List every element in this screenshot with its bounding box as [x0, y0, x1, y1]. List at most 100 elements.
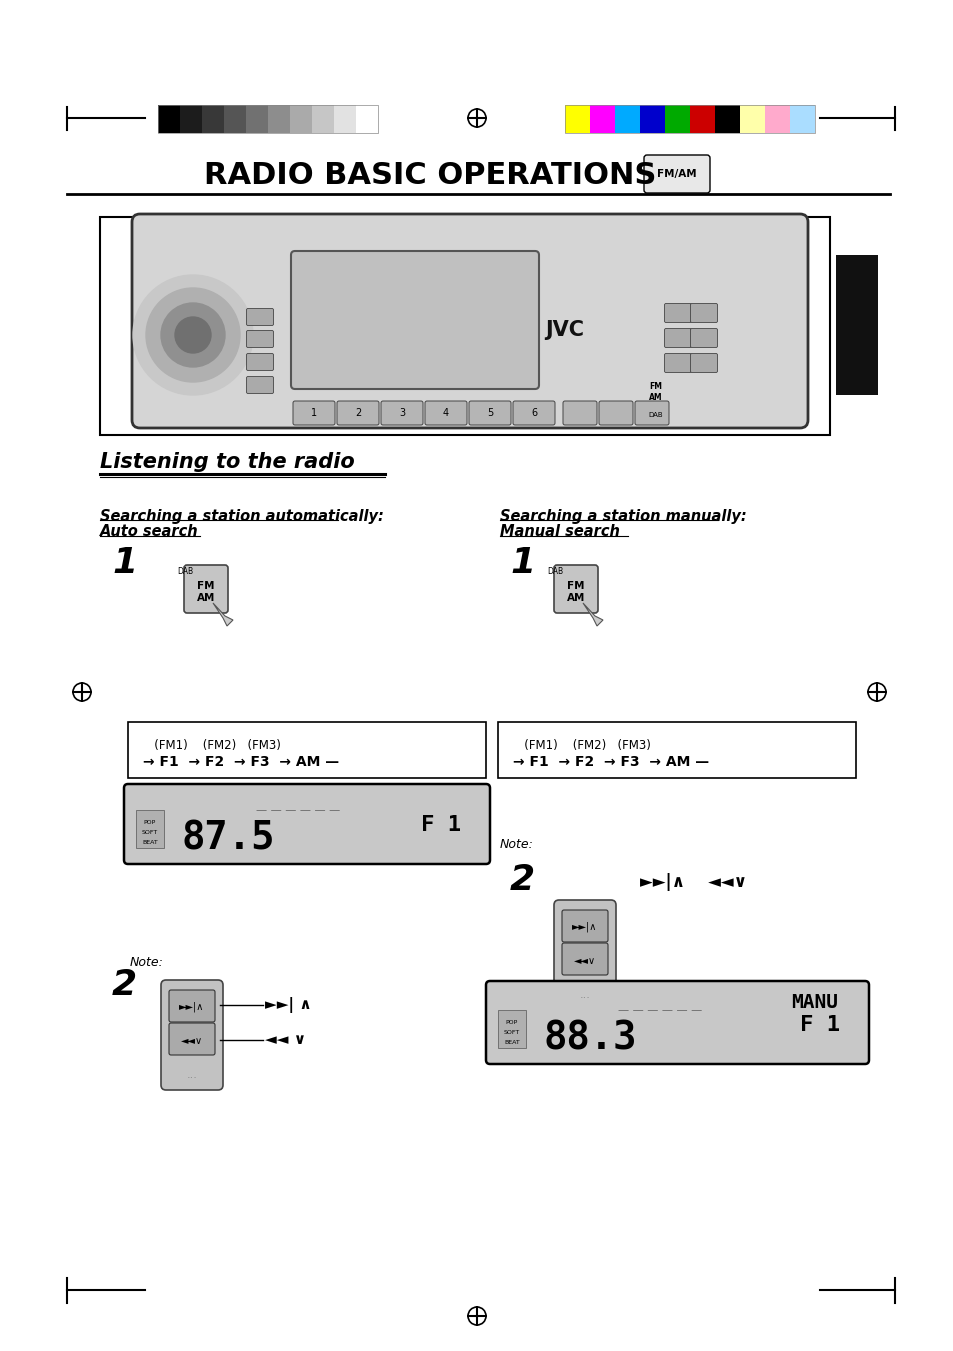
FancyBboxPatch shape — [598, 401, 633, 426]
Text: 1: 1 — [510, 546, 535, 580]
Text: FM: FM — [567, 581, 584, 590]
FancyBboxPatch shape — [690, 328, 717, 347]
Text: ►►|∧    ◄◄∨: ►►|∧ ◄◄∨ — [639, 873, 746, 892]
FancyBboxPatch shape — [562, 401, 597, 426]
Text: SOFT: SOFT — [142, 830, 158, 835]
Text: POP: POP — [505, 1020, 517, 1024]
Text: → F1  → F2  → F3  → AM —: → F1 → F2 → F3 → AM — — [143, 755, 338, 769]
Bar — [564, 105, 589, 132]
Bar — [100, 218, 829, 435]
Text: ►►| ∧: ►►| ∧ — [265, 997, 312, 1013]
Text: (FM1)    (FM2)   (FM3): (FM1) (FM2) (FM3) — [143, 739, 280, 751]
Text: Manual search: Manual search — [499, 524, 619, 539]
FancyBboxPatch shape — [635, 401, 668, 426]
FancyBboxPatch shape — [293, 401, 335, 426]
FancyBboxPatch shape — [469, 401, 511, 426]
Text: 1: 1 — [311, 408, 316, 417]
Text: 4: 4 — [442, 408, 449, 417]
Text: 5: 5 — [486, 408, 493, 417]
Bar — [128, 721, 485, 778]
FancyBboxPatch shape — [124, 784, 490, 865]
Bar — [664, 105, 689, 132]
FancyBboxPatch shape — [554, 565, 598, 613]
FancyBboxPatch shape — [169, 1023, 214, 1055]
Text: F 1: F 1 — [420, 815, 460, 835]
FancyBboxPatch shape — [561, 911, 607, 942]
Text: → F1  → F2  → F3  → AM —: → F1 → F2 → F3 → AM — — [513, 755, 708, 769]
Bar — [202, 105, 224, 132]
Text: SOFT: SOFT — [503, 1029, 519, 1035]
Text: 1: 1 — [112, 546, 137, 580]
Text: 2: 2 — [355, 408, 361, 417]
Text: FM
AM: FM AM — [648, 382, 662, 401]
Text: DAB: DAB — [176, 566, 193, 576]
FancyBboxPatch shape — [664, 328, 691, 347]
Text: (FM1)    (FM2)   (FM3): (FM1) (FM2) (FM3) — [513, 739, 650, 751]
Text: ◄◄∨: ◄◄∨ — [181, 1036, 203, 1046]
Bar — [497, 1011, 525, 1048]
Bar — [180, 105, 202, 132]
Bar — [589, 105, 615, 132]
Text: F 1: F 1 — [800, 1015, 840, 1035]
Text: ...: ... — [579, 990, 590, 1000]
FancyBboxPatch shape — [690, 354, 717, 373]
FancyBboxPatch shape — [513, 401, 555, 426]
Text: 2: 2 — [510, 863, 535, 897]
Text: FM: FM — [197, 581, 214, 590]
Text: JVC: JVC — [545, 320, 584, 340]
Bar — [136, 811, 164, 848]
FancyBboxPatch shape — [424, 401, 467, 426]
FancyBboxPatch shape — [380, 401, 422, 426]
Circle shape — [174, 317, 211, 353]
Bar — [639, 105, 664, 132]
FancyBboxPatch shape — [246, 308, 274, 326]
FancyBboxPatch shape — [690, 304, 717, 323]
Bar — [355, 105, 377, 132]
FancyBboxPatch shape — [246, 377, 274, 393]
FancyBboxPatch shape — [664, 304, 691, 323]
Text: Searching a station automatically:: Searching a station automatically: — [100, 508, 383, 523]
FancyBboxPatch shape — [485, 981, 868, 1065]
Text: DAB: DAB — [648, 412, 662, 417]
Text: Searching a station manually:: Searching a station manually: — [499, 508, 746, 523]
Text: MANU: MANU — [791, 993, 838, 1012]
Bar — [564, 105, 814, 132]
FancyBboxPatch shape — [246, 331, 274, 347]
Bar — [158, 105, 377, 132]
FancyBboxPatch shape — [643, 155, 709, 193]
Bar — [740, 105, 764, 132]
Circle shape — [132, 276, 253, 394]
Bar — [224, 105, 246, 132]
Text: ►►|∧: ►►|∧ — [179, 1001, 205, 1012]
Text: RADIO BASIC OPERATIONS: RADIO BASIC OPERATIONS — [204, 161, 656, 189]
Bar — [312, 105, 334, 132]
Text: DAB: DAB — [546, 566, 562, 576]
Text: Note:: Note: — [130, 955, 164, 969]
Text: ►►|∧: ►►|∧ — [572, 921, 598, 932]
Bar — [158, 105, 180, 132]
Circle shape — [146, 288, 240, 382]
Text: 2: 2 — [112, 969, 137, 1002]
FancyBboxPatch shape — [184, 565, 228, 613]
FancyBboxPatch shape — [291, 251, 538, 389]
Text: FM/AM: FM/AM — [657, 169, 696, 178]
FancyBboxPatch shape — [561, 943, 607, 975]
FancyBboxPatch shape — [246, 354, 274, 370]
Bar — [835, 255, 877, 394]
Bar — [246, 105, 268, 132]
Polygon shape — [213, 603, 233, 626]
Bar — [689, 105, 714, 132]
FancyBboxPatch shape — [132, 213, 807, 428]
Bar — [268, 105, 290, 132]
FancyBboxPatch shape — [664, 354, 691, 373]
Circle shape — [161, 303, 225, 367]
Text: Auto search: Auto search — [100, 524, 198, 539]
Polygon shape — [582, 603, 602, 626]
Text: Listening to the radio: Listening to the radio — [100, 453, 355, 471]
Bar — [290, 105, 312, 132]
Text: ◄◄∨: ◄◄∨ — [574, 957, 596, 966]
FancyBboxPatch shape — [336, 401, 378, 426]
Text: Note:: Note: — [499, 839, 534, 851]
Bar — [334, 105, 355, 132]
FancyBboxPatch shape — [169, 990, 214, 1021]
